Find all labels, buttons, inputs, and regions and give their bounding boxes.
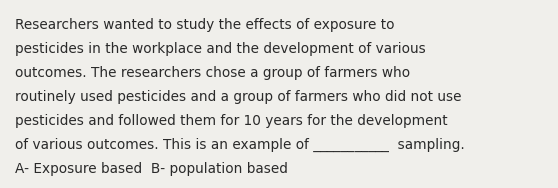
Text: of various outcomes. This is an example of ___________  sampling.: of various outcomes. This is an example … (15, 138, 465, 152)
Text: A- Exposure based  B- population based: A- Exposure based B- population based (15, 162, 288, 176)
Text: outcomes. The researchers chose a group of farmers who: outcomes. The researchers chose a group … (15, 66, 410, 80)
Text: pesticides in the workplace and the development of various: pesticides in the workplace and the deve… (15, 42, 426, 56)
Text: routinely used pesticides and a group of farmers who did not use: routinely used pesticides and a group of… (15, 90, 461, 104)
Text: Researchers wanted to study the effects of exposure to: Researchers wanted to study the effects … (15, 18, 395, 32)
Text: pesticides and followed them for 10 years for the development: pesticides and followed them for 10 year… (15, 114, 448, 128)
